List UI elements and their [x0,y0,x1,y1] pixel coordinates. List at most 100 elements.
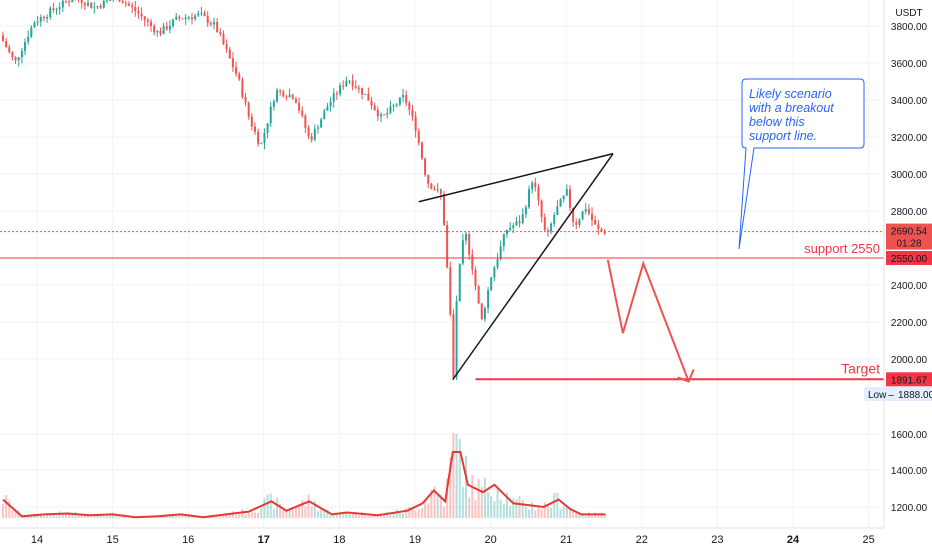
candle-body[interactable] [14,57,17,61]
candle-body[interactable] [483,308,486,319]
candle-body[interactable] [238,73,241,80]
candle-body[interactable] [540,200,543,217]
candle-body[interactable] [487,290,490,309]
candle-body[interactable] [505,230,508,235]
candle-body[interactable] [490,277,493,291]
candle-body[interactable] [458,263,461,302]
candle-body[interactable] [216,21,219,32]
candle-body[interactable] [424,158,427,176]
candle-body[interactable] [474,269,477,286]
candle-body[interactable] [559,199,562,207]
candle-body[interactable] [420,142,423,159]
candle-body[interactable] [20,50,23,58]
candle-body[interactable] [477,285,480,304]
candle-body[interactable] [301,110,304,116]
candle-body[interactable] [244,96,247,103]
candle-body[interactable] [288,94,291,98]
candle-body[interactable] [42,17,45,19]
candle-body[interactable] [367,93,370,101]
candle-body[interactable] [96,6,99,8]
candle-body[interactable] [46,17,49,19]
candle-body[interactable] [405,95,408,103]
candle-body[interactable] [439,189,442,194]
candle-body[interactable] [36,21,39,23]
candle-body[interactable] [578,219,581,225]
candle-body[interactable] [411,109,414,117]
candle-body[interactable] [339,85,342,94]
candle-body[interactable] [64,0,67,2]
candle-body[interactable] [531,182,534,190]
candle-body[interactable] [102,0,105,8]
candle-body[interactable] [187,17,190,19]
candle-body[interactable] [427,175,430,184]
candle-body[interactable] [546,230,549,232]
candle-body[interactable] [310,136,313,140]
candle-body[interactable] [389,106,392,113]
candle-body[interactable] [168,25,171,30]
candle-body[interactable] [52,8,55,11]
candle-body[interactable] [449,267,452,315]
candle-body[interactable] [156,30,159,33]
candle-body[interactable] [121,1,124,4]
candle-body[interactable] [109,0,112,1]
candle-body[interactable] [329,101,332,107]
candle-body[interactable] [345,80,348,87]
candle-body[interactable] [5,41,8,48]
candle-body[interactable] [27,36,30,42]
candle-body[interactable] [600,228,603,232]
annotation-callout[interactable]: Likely scenario with a breakout below this… [738,78,865,250]
candle-body[interactable] [276,90,279,102]
candle-body[interactable] [379,114,382,117]
candle-body[interactable] [153,25,156,33]
candle-body[interactable] [184,17,187,20]
candle-body[interactable] [33,22,36,28]
candle-body[interactable] [178,16,181,19]
candle-body[interactable] [159,30,162,35]
candle-body[interactable] [11,51,14,58]
candle-body[interactable] [203,12,206,16]
candle-body[interactable] [575,222,578,225]
candle-body[interactable] [272,101,275,107]
candle-body[interactable] [468,233,471,255]
candle-body[interactable] [316,127,319,129]
candle-body[interactable] [550,223,553,232]
candle-body[interactable] [348,80,351,82]
candle-body[interactable] [430,183,433,189]
candle-body[interactable] [253,126,256,132]
candle-body[interactable] [370,100,373,106]
candle-body[interactable] [597,224,600,229]
candle-body[interactable] [298,102,301,111]
candle-body[interactable] [200,12,203,14]
candle-body[interactable] [257,131,260,144]
upper-trendline[interactable] [418,152,614,203]
candle-body[interactable] [383,114,386,116]
candle-body[interactable] [197,13,200,16]
candle-body[interactable] [402,95,405,98]
candle-body[interactable] [285,96,288,98]
candle-body[interactable] [83,2,86,6]
candle-body[interactable] [414,116,417,132]
candle-body[interactable] [304,115,307,129]
candle-body[interactable] [279,90,282,92]
candle-body[interactable] [291,94,294,99]
candle-body[interactable] [373,105,376,111]
candle-body[interactable] [71,0,74,3]
projection-path[interactable] [606,259,690,382]
candle-body[interactable] [127,3,130,6]
candle-body[interactable] [335,93,338,95]
candle-body[interactable] [553,215,556,224]
candle-body[interactable] [194,15,197,19]
candle-body[interactable] [332,93,335,102]
candle-body[interactable] [250,116,253,127]
candle-body[interactable] [266,123,269,133]
candle-body[interactable] [181,18,184,20]
candle-body[interactable] [455,301,458,378]
candle-body[interactable] [219,31,222,35]
candle-body[interactable] [17,57,20,61]
candle-body[interactable] [408,102,411,110]
candle-body[interactable] [99,6,102,8]
candle-body[interactable] [228,49,231,59]
candle-body[interactable] [68,1,71,3]
candle-body[interactable] [515,221,518,226]
candle-body[interactable] [247,102,250,117]
